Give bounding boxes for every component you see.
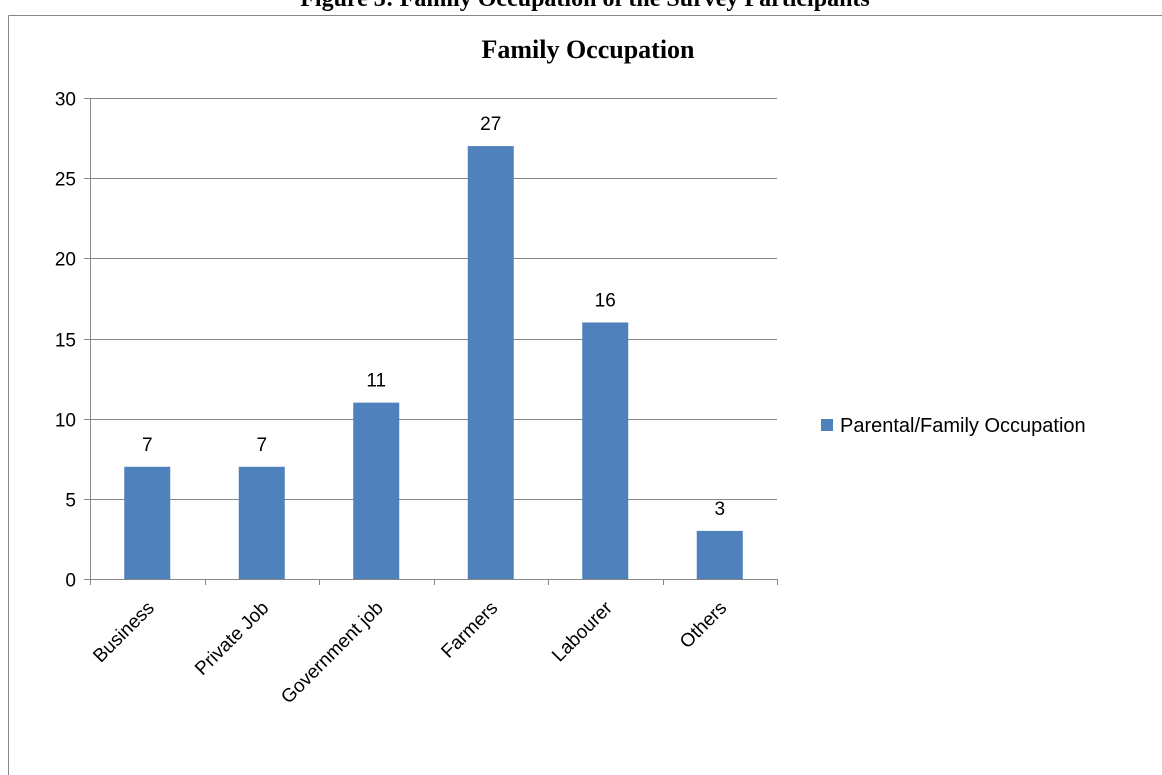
bar	[582, 322, 629, 579]
y-tick-label: 20	[55, 250, 76, 271]
data-label: 7	[142, 435, 153, 456]
y-tick-label: 30	[55, 90, 76, 111]
y-tick-label: 25	[55, 170, 76, 191]
data-label: 3	[714, 499, 725, 520]
x-tick-label: Others	[676, 598, 731, 653]
x-tick-label: Government job	[277, 598, 387, 708]
y-tick-label: 5	[65, 491, 76, 512]
chart-title: Family Occupation	[481, 35, 695, 64]
x-tick-label: Business	[89, 598, 158, 667]
bar	[124, 466, 171, 579]
bar	[353, 402, 400, 579]
data-label: 27	[480, 114, 501, 135]
bar	[696, 530, 743, 579]
x-tick-label: Farmers	[437, 598, 502, 663]
data-label: 11	[366, 371, 386, 392]
bar	[467, 146, 514, 579]
data-label: 7	[256, 435, 267, 456]
y-tick-label: 15	[55, 331, 76, 352]
y-tick-label: 10	[55, 411, 76, 432]
caption: Figure 3: Family Occupation of the Surve…	[300, 0, 870, 12]
x-tick-label: Private Job	[191, 598, 273, 680]
x-tick-label: Labourer	[548, 597, 617, 666]
bar	[238, 466, 285, 579]
y-tick-label: 0	[65, 571, 76, 592]
data-label: 16	[595, 290, 616, 311]
legend-swatch	[821, 419, 833, 431]
legend-label: Parental/Family Occupation	[840, 415, 1086, 437]
